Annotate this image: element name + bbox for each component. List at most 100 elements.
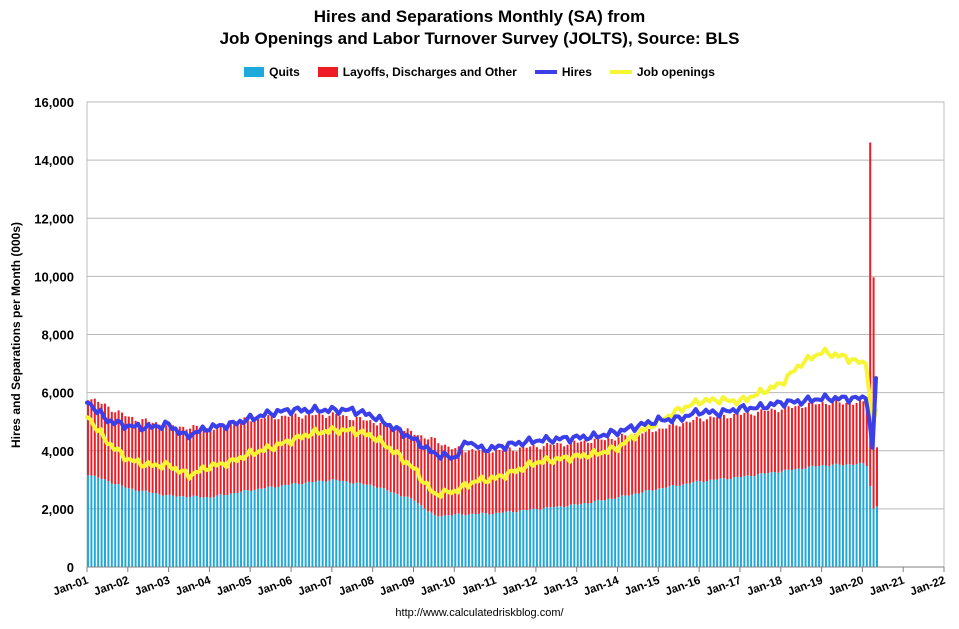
bar-quits: [219, 494, 222, 567]
bar-quits: [869, 486, 872, 567]
bar-layoffs: [325, 417, 328, 482]
bar-quits: [603, 500, 606, 567]
bar-quits: [535, 509, 538, 567]
bar-layoffs: [828, 405, 831, 466]
x-tick-label: Jan-02: [92, 575, 130, 599]
bar-layoffs: [328, 415, 331, 481]
bar-quits: [182, 496, 185, 567]
bar-quits: [770, 472, 773, 567]
bar-quits: [410, 498, 413, 567]
bar-layoffs: [223, 426, 226, 496]
bar-layoffs: [294, 413, 297, 483]
bar-layoffs: [263, 418, 266, 489]
bar-quits: [831, 464, 834, 567]
bar-layoffs: [450, 449, 453, 516]
bar-layoffs: [784, 405, 787, 470]
bar-layoffs: [637, 435, 640, 494]
bar-layoffs: [746, 411, 749, 476]
bar-layoffs: [546, 443, 549, 507]
bar-layoffs: [620, 433, 623, 496]
bar-layoffs: [651, 432, 654, 491]
bar-layoffs: [767, 410, 770, 474]
bar-quits: [369, 484, 372, 567]
bar-quits: [614, 498, 617, 567]
bar-layoffs: [787, 406, 790, 470]
bar-quits: [491, 514, 494, 567]
bar-quits: [178, 496, 181, 567]
bar-layoffs: [597, 437, 600, 500]
bar-layoffs: [365, 420, 368, 485]
bar-layoffs: [386, 425, 389, 491]
bar-quits: [396, 494, 399, 567]
legend-label-job-openings: Job openings: [636, 65, 715, 79]
x-tick-label: Jan-06: [256, 575, 294, 599]
x-tick-label: Jan-15: [623, 574, 662, 598]
bar-quits: [338, 480, 341, 567]
x-tick-label: Jan-03: [133, 575, 171, 599]
bar-quits: [685, 483, 688, 567]
bar-quits: [372, 486, 375, 567]
bar-layoffs: [311, 415, 314, 483]
bar-layoffs: [127, 416, 130, 489]
bar-quits: [481, 512, 484, 567]
bar-layoffs: [461, 449, 464, 515]
bar-quits: [195, 495, 198, 567]
bar-layoffs: [121, 412, 123, 486]
bar-quits: [362, 484, 365, 567]
bar-quits: [257, 488, 260, 567]
y-tick-label: 16,000: [34, 95, 74, 110]
bar-quits: [131, 488, 134, 567]
bar-quits: [671, 485, 674, 567]
bar-quits: [107, 481, 110, 567]
bar-quits: [328, 480, 331, 567]
bar-quits: [865, 466, 868, 567]
x-tick-label: Jan-09: [378, 575, 416, 599]
bar-layoffs: [522, 446, 525, 510]
bar-layoffs: [182, 426, 185, 497]
bar-quits: [267, 486, 270, 567]
bar-layoffs: [712, 417, 715, 480]
bar-layoffs: [359, 417, 362, 483]
bar-layoffs: [790, 407, 793, 470]
bar-layoffs: [423, 438, 426, 509]
bar-layoffs: [841, 404, 844, 466]
bar-layoffs: [260, 418, 263, 489]
bar-quits: [284, 484, 287, 567]
bar-quits: [474, 514, 477, 567]
bar-layoffs: [695, 416, 698, 481]
bar-layoffs: [199, 429, 202, 498]
bar-quits: [563, 507, 566, 567]
bar-quits: [488, 514, 491, 567]
bar-quits: [518, 510, 521, 567]
bar-quits: [127, 488, 130, 567]
bar-layoffs: [818, 404, 821, 467]
bar-quits: [607, 498, 610, 567]
bar-quits: [376, 487, 379, 567]
x-tick-label: Jan-11: [460, 574, 498, 598]
bar-quits: [437, 516, 440, 567]
bar-layoffs: [342, 415, 345, 481]
bar-layoffs: [855, 403, 858, 465]
bar-layoffs: [770, 408, 773, 473]
bar-layoffs: [563, 446, 566, 508]
bar-quits: [597, 499, 600, 567]
bar-layoffs: [175, 427, 178, 497]
bar-quits: [631, 494, 634, 567]
bar-layoffs: [454, 448, 457, 515]
bar-quits: [420, 505, 423, 567]
bar-quits: [841, 465, 844, 567]
bar-quits: [321, 480, 324, 567]
bar-layoffs: [280, 415, 283, 486]
bar-quits: [818, 466, 821, 567]
bar-layoffs: [705, 419, 708, 482]
bar-quits: [379, 487, 382, 567]
bar-layoffs: [369, 420, 372, 485]
bar-layoffs: [189, 428, 192, 497]
x-tick-label: Jan-16: [664, 575, 702, 599]
bar-quits: [763, 473, 766, 567]
bar-quits: [688, 483, 691, 567]
bar-layoffs: [291, 414, 294, 484]
bar-quits: [787, 469, 790, 567]
x-tick-label: Jan-13: [541, 575, 579, 599]
bar-quits: [433, 515, 436, 567]
